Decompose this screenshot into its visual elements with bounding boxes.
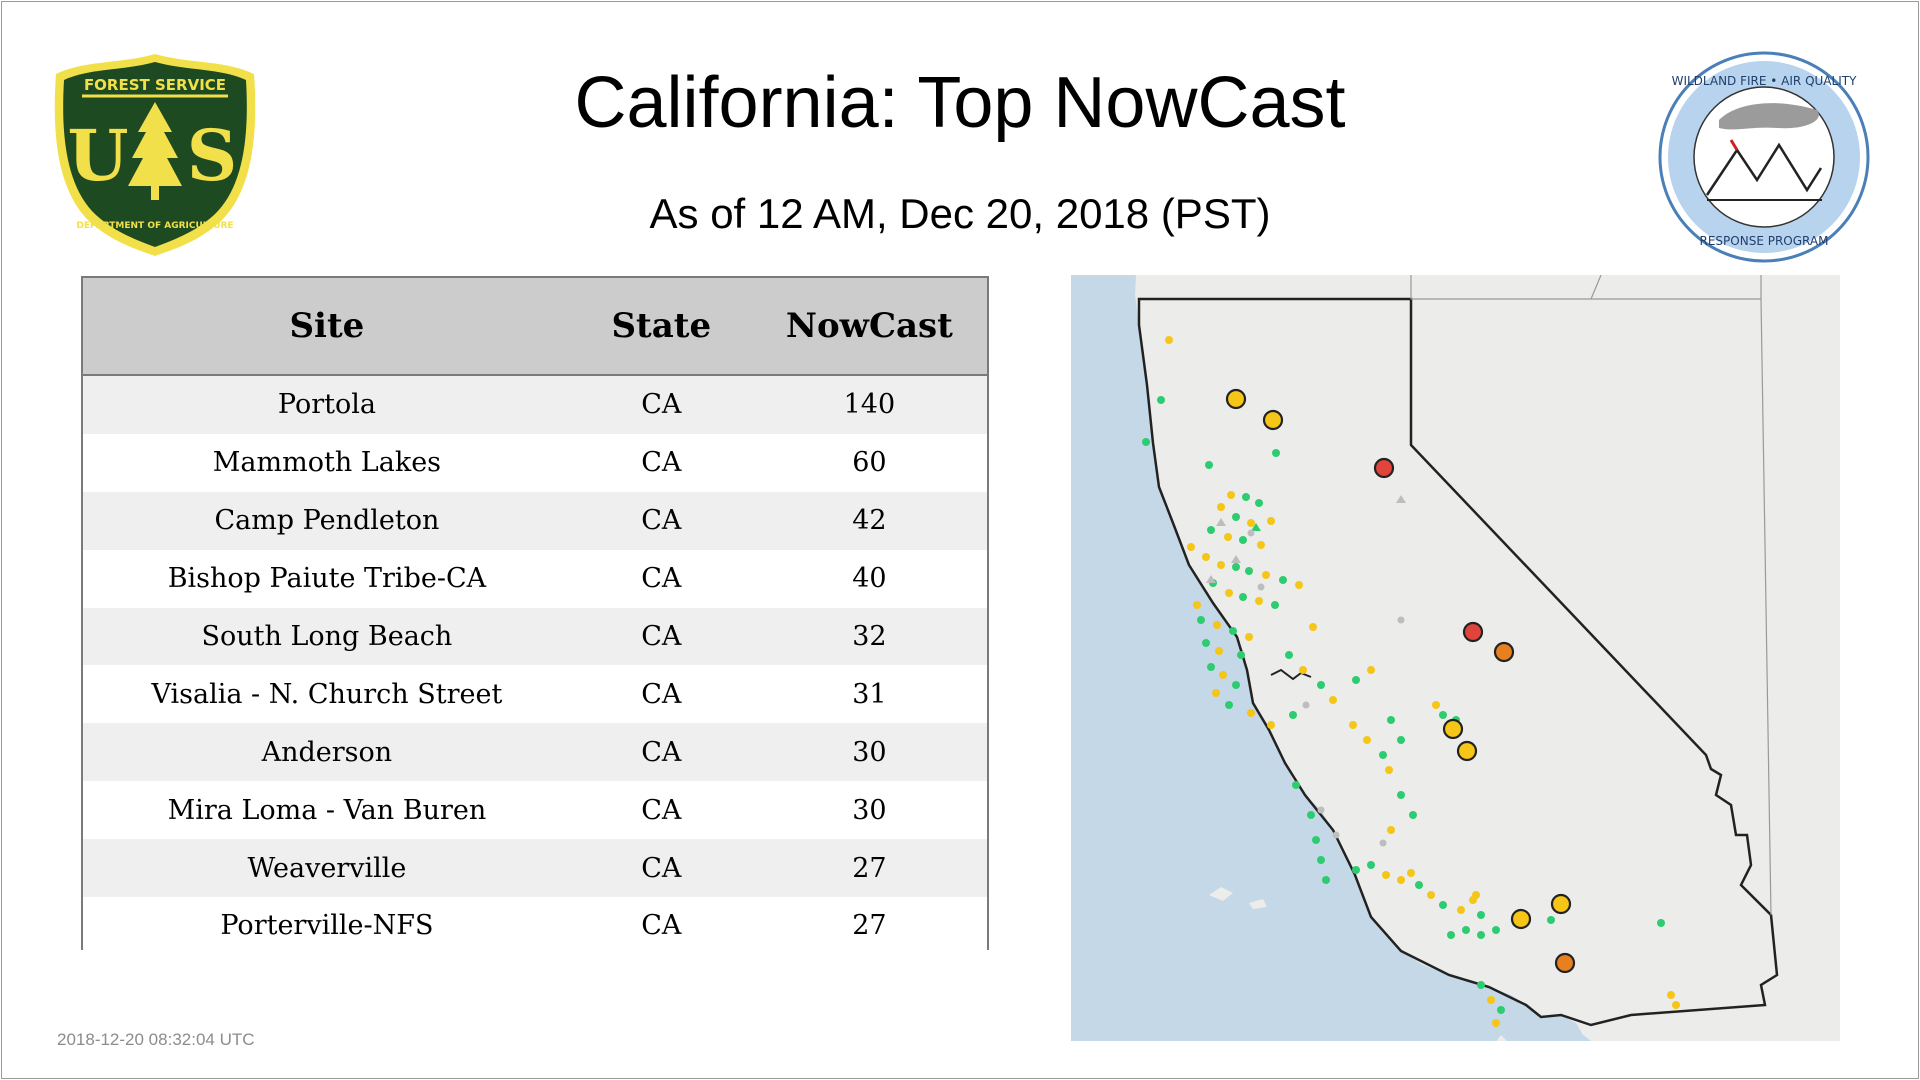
- svg-text:S: S: [187, 114, 238, 197]
- state-cell: CA: [570, 433, 752, 492]
- site-cell: Portola: [83, 375, 571, 434]
- state-cell: CA: [570, 781, 752, 840]
- table-row: Portola CA 140: [83, 375, 987, 434]
- column-header-site: Site: [83, 278, 571, 376]
- table-row: Bishop Paiute Tribe-CA CA 40: [83, 549, 987, 608]
- nowcast-cell: 31: [751, 665, 987, 724]
- state-cell: CA: [570, 375, 752, 434]
- site-cell: Porterville-NFS: [83, 897, 571, 955]
- table-row: Mammoth Lakes CA 60: [83, 433, 987, 492]
- monitor-markers: [1142, 336, 1680, 1027]
- site-cell: Anderson: [83, 723, 571, 782]
- table-row: Weaverville CA 27: [83, 839, 987, 898]
- nowcast-cell: 27: [751, 897, 987, 955]
- california-nowcast-map: [1071, 275, 1840, 1041]
- nowcast-cell: 42: [751, 491, 987, 550]
- svg-text:RESPONSE PROGRAM: RESPONSE PROGRAM: [1700, 234, 1829, 248]
- page-subtitle: As of 12 AM, Dec 20, 2018 (PST): [649, 190, 1271, 237]
- nowcast-cell: 27: [751, 839, 987, 898]
- nowcast-cell: 30: [751, 781, 987, 840]
- table-row: Visalia - N. Church Street CA 31: [83, 665, 987, 724]
- column-header-nowcast: NowCast: [751, 278, 987, 376]
- svg-text:DEPARTMENT OF AGRICULTURE: DEPARTMENT OF AGRICULTURE: [76, 221, 233, 231]
- nowcast-table: Site State NowCast Portola CA 140 Mammoth …: [81, 276, 989, 955]
- california-border: [1137, 297, 1779, 1027]
- map-land: [1135, 275, 1840, 1041]
- state-cell: CA: [570, 723, 752, 782]
- state-cell: CA: [570, 665, 752, 724]
- svg-text:FOREST SERVICE: FOREST SERVICE: [84, 76, 226, 94]
- nowcast-cell: 60: [751, 433, 987, 492]
- site-cell: Mammoth Lakes: [83, 433, 571, 492]
- usfs-shield-logo: FOREST SERVICE U S DEPARTMENT OF AGRICUL…: [54, 54, 256, 256]
- site-cell: Visalia - N. Church Street: [83, 665, 571, 724]
- site-cell: Mira Loma - Van Buren: [83, 781, 571, 840]
- site-cell: Weaverville: [83, 839, 571, 898]
- table-row: Porterville-NFS CA 27: [83, 897, 987, 955]
- table-row: Mira Loma - Van Buren CA 30: [83, 781, 987, 840]
- state-cell: CA: [570, 607, 752, 666]
- table-row: South Long Beach CA 32: [83, 607, 987, 666]
- svg-text:U: U: [67, 114, 128, 197]
- site-cell: Bishop Paiute Tribe-CA: [83, 549, 571, 608]
- column-header-state: State: [570, 278, 752, 376]
- table-header-row: Site State NowCast: [83, 278, 987, 376]
- render-timestamp: 2018-12-20 08:32:04 UTC: [57, 1030, 255, 1049]
- nowcast-cell: 140: [751, 375, 987, 434]
- nowcast-cell: 40: [751, 549, 987, 608]
- table-row: Anderson CA 30: [83, 723, 987, 782]
- svg-text:WILDLAND FIRE • AIR QUALITY: WILDLAND FIRE • AIR QUALITY: [1672, 74, 1857, 88]
- table-row: Camp Pendleton CA 42: [83, 491, 987, 550]
- nowcast-cell: 30: [751, 723, 987, 782]
- state-cell: CA: [570, 549, 752, 608]
- site-cell: South Long Beach: [83, 607, 571, 666]
- state-cell: CA: [570, 839, 752, 898]
- page-title: California: Top NowCast: [574, 63, 1346, 143]
- site-cell: Camp Pendleton: [83, 491, 571, 550]
- state-cell: CA: [570, 491, 752, 550]
- state-cell: CA: [570, 897, 752, 955]
- wildland-fire-badge-logo: WILDLAND FIRE • AIR QUALITY RESPONSE PRO…: [1658, 51, 1870, 263]
- nowcast-cell: 32: [751, 607, 987, 666]
